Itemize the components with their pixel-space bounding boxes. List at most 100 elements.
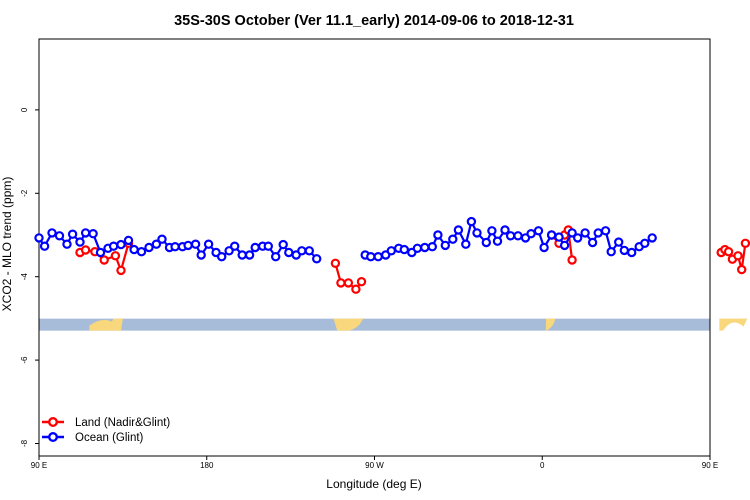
y-tick-label: -6	[20, 356, 29, 364]
data-point	[343, 278, 354, 288]
data-point	[487, 226, 497, 236]
land-strip-2	[333, 318, 364, 331]
x-tick-label: 90 E	[31, 461, 47, 470]
data-point	[263, 241, 273, 251]
chart-title: 35S-30S October (Ver 11.1_early) 2014-09…	[174, 13, 574, 29]
x-tick-label: 0	[540, 461, 545, 470]
data-point	[554, 232, 564, 242]
data-point	[136, 246, 147, 257]
data-point	[123, 235, 134, 246]
data-point	[116, 265, 126, 276]
data-point	[513, 231, 523, 241]
series-ocean	[34, 216, 657, 264]
data-point	[505, 231, 516, 241]
data-point	[203, 239, 214, 249]
data-point	[427, 241, 437, 252]
data-point	[80, 245, 91, 255]
land-strip-4	[719, 318, 748, 331]
data-point	[108, 241, 119, 251]
data-point	[500, 225, 510, 235]
land-ocean-strip	[39, 318, 748, 331]
data-point	[271, 252, 281, 262]
data-point	[237, 250, 247, 260]
data-point	[567, 228, 577, 238]
data-point	[627, 247, 637, 258]
data-point	[433, 230, 443, 240]
axes: 90 E 180 90 W 0 90 E 0 -2 -4 -6 -8	[20, 38, 718, 470]
y-tick-label: -8	[20, 439, 29, 447]
data-point	[366, 252, 376, 262]
y-axis-label: XCO2 - MLO trend (ppm)	[0, 177, 14, 312]
data-point	[88, 228, 98, 239]
data-point	[80, 228, 91, 238]
data-point	[492, 236, 503, 246]
data-point	[62, 239, 72, 249]
data-point	[297, 246, 307, 256]
data-point	[244, 250, 255, 260]
data-point	[481, 237, 491, 248]
data-point	[647, 233, 657, 243]
data-point	[170, 241, 180, 252]
data-point	[559, 240, 570, 251]
data-point	[573, 233, 583, 243]
data-point	[99, 255, 109, 265]
data-point	[39, 241, 50, 251]
data-point	[420, 242, 430, 253]
data-point	[336, 278, 346, 288]
data-point	[278, 239, 288, 250]
data-point	[600, 226, 611, 236]
data-point	[737, 264, 747, 275]
ocean-strip	[39, 318, 710, 331]
legend-label: Land (Nadir&Glint)	[75, 417, 170, 429]
data-point	[356, 277, 367, 287]
data-point	[351, 284, 361, 294]
data-point	[95, 247, 106, 258]
data-point	[129, 244, 139, 255]
data-point	[614, 237, 624, 247]
data-point	[196, 250, 206, 260]
y-tick-label: -2	[20, 189, 29, 197]
y-tick-label: -4	[20, 273, 29, 281]
legend-marker	[48, 417, 59, 428]
x-tick-label: 90 W	[365, 461, 384, 470]
data-point	[216, 252, 227, 262]
data-point	[546, 230, 557, 240]
x-tick-label: 90 E	[702, 461, 718, 470]
data-point	[740, 238, 750, 248]
data-point	[539, 242, 549, 253]
data-point	[284, 247, 294, 258]
data-point	[144, 242, 154, 253]
data-point	[386, 246, 396, 256]
legend-label: Ocean (Glint)	[75, 432, 144, 444]
data-point	[587, 237, 598, 248]
data-point	[399, 244, 409, 255]
data-point	[110, 251, 121, 261]
data-point	[157, 234, 167, 244]
land-strip-3	[545, 318, 556, 331]
series-layer	[34, 216, 750, 294]
data-point	[183, 240, 193, 251]
data-point	[461, 239, 471, 249]
data-point	[67, 229, 78, 239]
data-point	[190, 239, 201, 249]
data-point	[224, 246, 234, 256]
data-point	[580, 228, 590, 238]
data-point	[250, 242, 260, 253]
data-point	[116, 239, 126, 250]
data-point	[453, 225, 464, 235]
data-point	[533, 226, 544, 236]
legend-marker	[48, 432, 59, 443]
legend: Land (Nadir&Glint) Ocean (Glint)	[42, 417, 170, 444]
data-point	[606, 246, 616, 257]
data-point	[640, 238, 650, 248]
data-point	[151, 239, 162, 249]
data-point	[466, 216, 477, 227]
data-point	[75, 237, 85, 247]
data-point	[330, 258, 341, 268]
data-point	[733, 251, 743, 261]
land-strip-1	[89, 318, 123, 331]
data-point	[567, 255, 577, 265]
data-point	[54, 231, 65, 241]
data-point	[723, 246, 734, 257]
data-point	[526, 228, 536, 239]
